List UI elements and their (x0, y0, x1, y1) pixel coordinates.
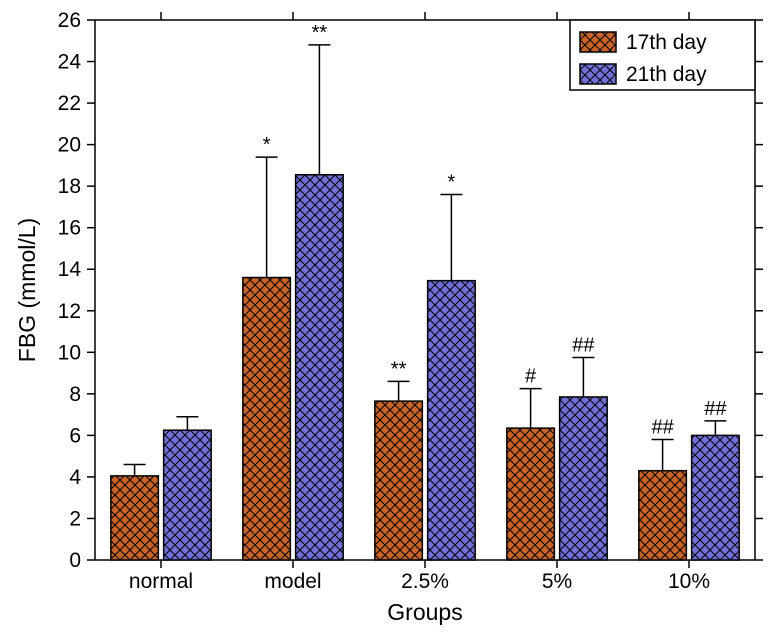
significance-marker: # (525, 366, 537, 388)
y-tick-label: 2 (69, 507, 81, 530)
bar-day21 (164, 430, 212, 560)
x-category-label: 10% (668, 570, 710, 593)
y-tick-label: 0 (69, 549, 81, 572)
x-category-label: 2.5% (401, 570, 449, 593)
y-tick-label: 22 (58, 92, 81, 115)
y-tick-label: 16 (58, 217, 81, 240)
bar-day17 (375, 401, 423, 560)
y-tick-label: 4 (69, 466, 81, 489)
x-category-label: model (264, 570, 321, 593)
significance-marker: ## (704, 398, 727, 420)
significance-marker: ** (391, 358, 407, 380)
legend-swatch (580, 32, 616, 52)
y-tick-label: 18 (58, 175, 81, 198)
fbg-bar-chart: 02468101214161820222426FBG (mmol/L)norma… (0, 0, 780, 636)
y-tick-label: 12 (58, 300, 81, 323)
legend-swatch (580, 64, 616, 84)
bar-day17 (243, 278, 291, 560)
y-tick-label: 14 (58, 258, 82, 281)
significance-marker: ** (312, 22, 328, 44)
y-tick-label: 8 (69, 383, 81, 406)
significance-marker: ## (651, 417, 674, 439)
y-tick-label: 10 (58, 341, 81, 364)
y-tick-label: 6 (69, 424, 81, 447)
bar-day17 (111, 476, 159, 560)
legend-label: 17th day (626, 31, 707, 54)
x-category-label: normal (129, 570, 193, 593)
significance-marker: * (448, 171, 456, 193)
x-category-label: 5% (542, 570, 572, 593)
bar-day21 (296, 175, 344, 560)
y-tick-label: 20 (58, 134, 81, 157)
bar-day21 (428, 281, 476, 560)
bar-day21 (692, 435, 740, 560)
bar-day17 (507, 428, 555, 560)
y-tick-label: 26 (58, 9, 81, 32)
x-axis-label: Groups (387, 599, 462, 625)
significance-marker: ## (572, 335, 595, 357)
bar-day21 (560, 397, 608, 560)
legend-label: 21th day (626, 63, 707, 86)
y-axis-label: FBG (mmol/L) (14, 218, 40, 362)
bar-day17 (639, 471, 687, 560)
chart-container: 02468101214161820222426FBG (mmol/L)norma… (0, 0, 780, 636)
significance-marker: * (263, 134, 271, 156)
y-tick-label: 24 (58, 51, 82, 74)
